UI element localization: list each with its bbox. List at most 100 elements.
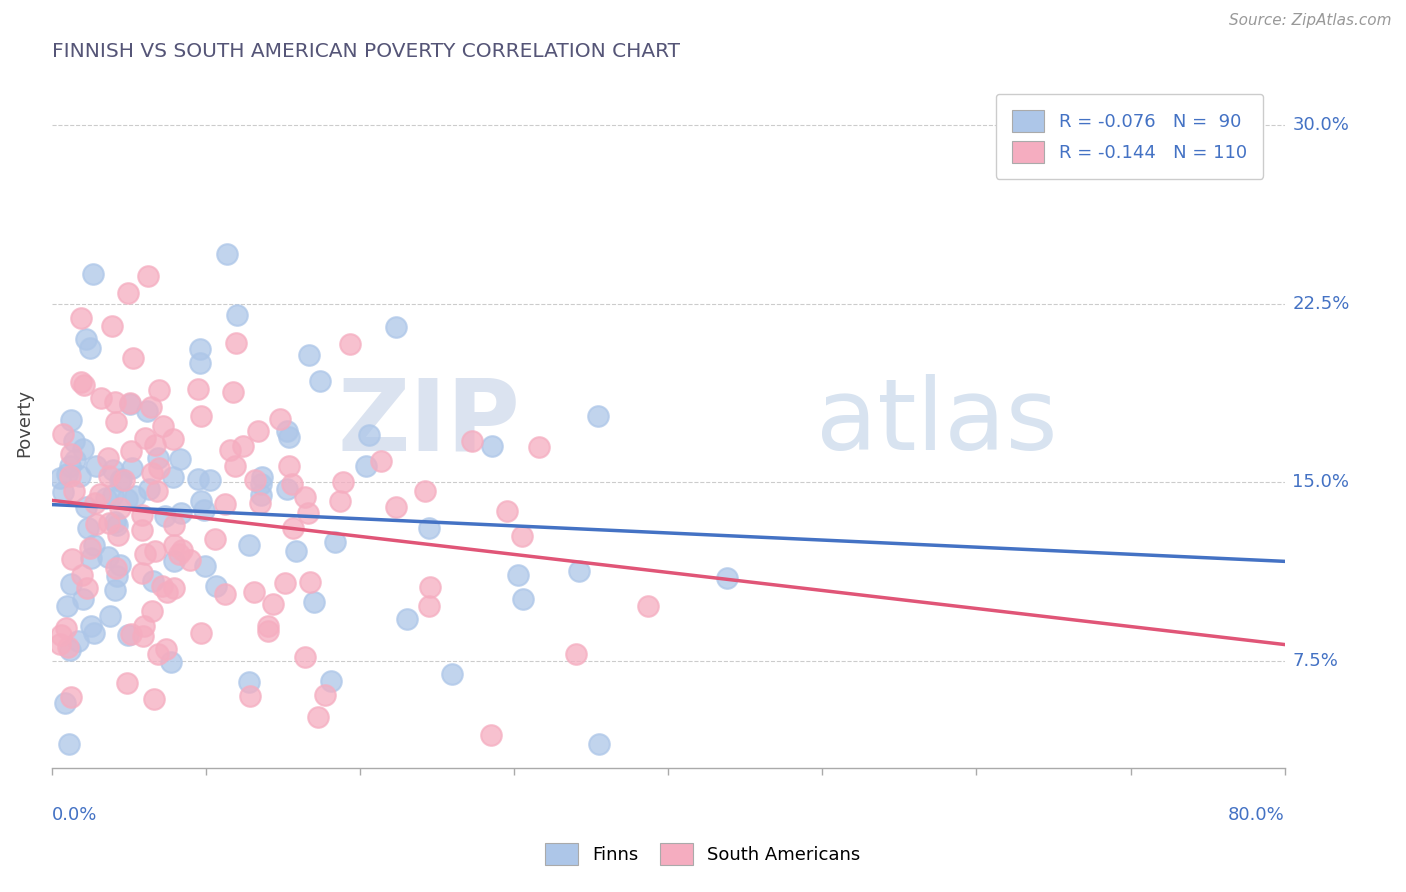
- Point: [309, 374, 332, 388]
- Point: [214, 587, 236, 601]
- Point: [278, 430, 301, 444]
- Point: [370, 454, 392, 468]
- Point: [83, 625, 105, 640]
- Point: [262, 598, 284, 612]
- Point: [105, 415, 128, 429]
- Point: [112, 473, 135, 487]
- Point: [108, 500, 131, 515]
- Point: [121, 461, 143, 475]
- Point: [249, 496, 271, 510]
- Point: [332, 475, 354, 489]
- Text: 0.0%: 0.0%: [52, 805, 97, 823]
- Point: [104, 515, 127, 529]
- Point: [131, 508, 153, 522]
- Point: [302, 595, 325, 609]
- Point: [148, 460, 170, 475]
- Point: [153, 508, 176, 523]
- Point: [73, 378, 96, 392]
- Point: [67, 634, 90, 648]
- Point: [163, 538, 186, 552]
- Point: [294, 649, 316, 664]
- Point: [238, 538, 260, 552]
- Point: [155, 642, 177, 657]
- Point: [141, 604, 163, 618]
- Point: [276, 482, 298, 496]
- Point: [588, 737, 610, 751]
- Point: [117, 491, 139, 506]
- Point: [108, 474, 131, 488]
- Point: [298, 348, 321, 362]
- Point: [101, 487, 124, 501]
- Point: [232, 439, 254, 453]
- Text: 80.0%: 80.0%: [1227, 805, 1285, 823]
- Point: [141, 466, 163, 480]
- Point: [190, 626, 212, 640]
- Point: [159, 655, 181, 669]
- Point: [252, 469, 274, 483]
- Text: FINNISH VS SOUTH AMERICAN POVERTY CORRELATION CHART: FINNISH VS SOUTH AMERICAN POVERTY CORREL…: [52, 42, 679, 61]
- Point: [586, 409, 609, 424]
- Point: [479, 728, 502, 742]
- Point: [321, 674, 343, 689]
- Point: [226, 308, 249, 322]
- Point: [495, 503, 517, 517]
- Point: [190, 494, 212, 508]
- Point: [163, 554, 186, 568]
- Point: [162, 433, 184, 447]
- Point: [101, 463, 124, 477]
- Point: [384, 320, 406, 334]
- Point: [249, 488, 271, 502]
- Point: [250, 476, 273, 491]
- Point: [246, 424, 269, 438]
- Point: [156, 584, 179, 599]
- Point: [105, 569, 128, 583]
- Point: [256, 624, 278, 639]
- Point: [79, 550, 101, 565]
- Point: [162, 582, 184, 596]
- Point: [97, 550, 120, 565]
- Legend: Finns, South Americans: Finns, South Americans: [537, 834, 869, 874]
- Point: [117, 286, 139, 301]
- Text: ZIP: ZIP: [337, 374, 520, 471]
- Point: [83, 538, 105, 552]
- Point: [204, 532, 226, 546]
- Point: [134, 432, 156, 446]
- Point: [120, 627, 142, 641]
- Point: [278, 458, 301, 473]
- Point: [65, 453, 87, 467]
- Point: [150, 579, 173, 593]
- Point: [142, 574, 165, 588]
- Point: [59, 690, 82, 705]
- Point: [86, 517, 108, 532]
- Point: [194, 559, 217, 574]
- Point: [134, 547, 156, 561]
- Point: [637, 599, 659, 613]
- Point: [139, 400, 162, 414]
- Point: [56, 467, 79, 482]
- Point: [75, 332, 97, 346]
- Point: [60, 577, 83, 591]
- Text: 22.5%: 22.5%: [1292, 294, 1350, 312]
- Point: [135, 404, 157, 418]
- Point: [97, 450, 120, 465]
- Point: [98, 609, 121, 624]
- Point: [75, 500, 97, 514]
- Point: [105, 518, 128, 533]
- Point: [104, 582, 127, 597]
- Point: [565, 648, 588, 662]
- Point: [108, 558, 131, 572]
- Text: 15.0%: 15.0%: [1292, 473, 1350, 491]
- Point: [124, 489, 146, 503]
- Point: [276, 424, 298, 438]
- Point: [245, 473, 267, 487]
- Point: [143, 438, 166, 452]
- Point: [568, 564, 591, 578]
- Point: [419, 580, 441, 594]
- Text: 7.5%: 7.5%: [1292, 651, 1339, 670]
- Point: [163, 518, 186, 533]
- Point: [70, 568, 93, 582]
- Point: [145, 483, 167, 498]
- Point: [274, 576, 297, 591]
- Point: [62, 434, 84, 448]
- Point: [132, 629, 155, 643]
